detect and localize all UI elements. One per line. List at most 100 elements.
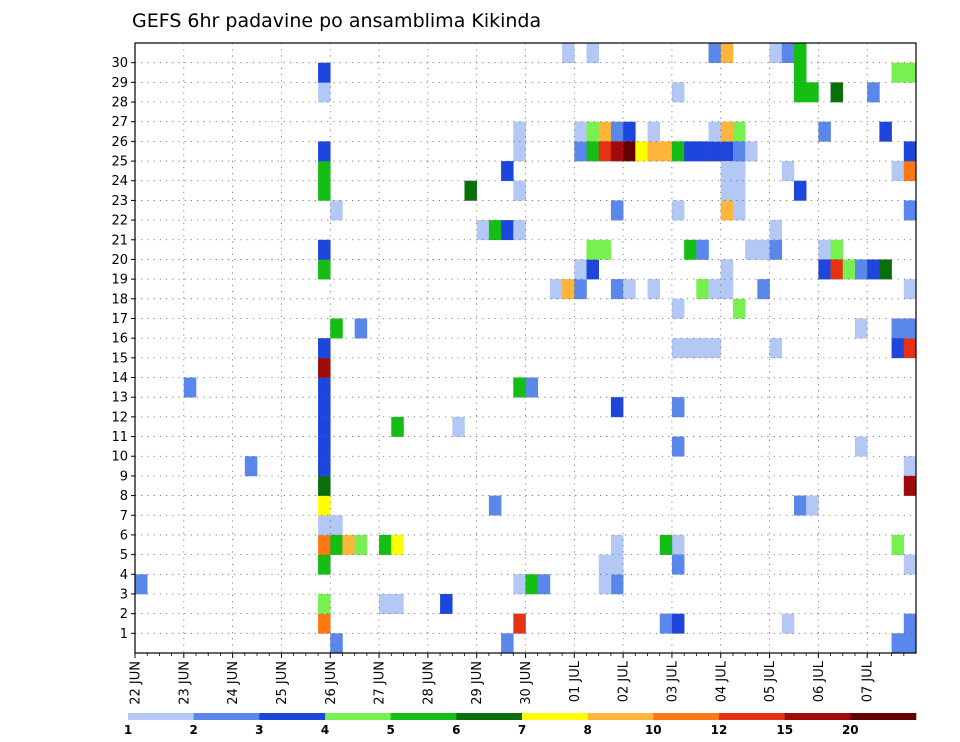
y-tick-label: 1	[120, 627, 128, 642]
precip-cell	[391, 534, 404, 555]
y-tick-label: 8	[120, 489, 128, 504]
precip-cell	[684, 338, 697, 359]
precip-cell	[586, 259, 600, 280]
precip-cell	[806, 82, 819, 103]
precip-cell	[598, 121, 612, 142]
precip-cell	[671, 613, 685, 634]
precip-cell	[769, 220, 783, 241]
colorbar-label: 8	[584, 723, 592, 737]
colorbar-label: 4	[321, 723, 329, 737]
precip-cell	[879, 121, 892, 142]
precip-cell	[513, 121, 526, 142]
precip-cell	[903, 62, 917, 83]
colorbar-label: 6	[452, 723, 460, 737]
precip-cell	[598, 141, 612, 162]
precip-cell	[793, 62, 807, 83]
precip-cell	[806, 495, 819, 516]
precip-cell	[318, 495, 331, 516]
precip-cell	[379, 534, 392, 555]
precip-cell	[647, 121, 661, 142]
precip-cell	[537, 574, 551, 595]
colorbar-swatch	[850, 713, 917, 720]
precip-cell	[318, 82, 331, 103]
precip-cell	[513, 220, 526, 241]
precip-cell	[598, 554, 612, 575]
precip-cell	[757, 279, 770, 300]
precip-cell	[525, 574, 538, 595]
y-tick-label: 29	[111, 76, 128, 91]
precip-cell	[318, 338, 331, 359]
colorbar-swatch	[259, 713, 326, 720]
y-tick-label: 13	[111, 391, 128, 406]
colorbar-label: 3	[255, 723, 263, 737]
precip-cell	[318, 239, 331, 260]
precip-cell	[867, 259, 880, 280]
precip-cell	[318, 161, 331, 182]
precip-cell	[903, 633, 917, 654]
precip-cell	[757, 239, 770, 260]
y-tick-label: 26	[111, 135, 128, 150]
precip-cell	[464, 180, 477, 201]
precip-cell	[501, 633, 514, 654]
y-axis: 1234567891011121314151617181920212223242…	[111, 56, 135, 642]
precip-cell	[671, 298, 685, 319]
x-tick-label: 26 JUN	[324, 661, 339, 705]
colorbar-label: 12	[711, 723, 728, 737]
precip-cell	[830, 82, 844, 103]
precip-cell	[830, 259, 844, 280]
precip-cell	[342, 534, 355, 555]
precip-cell	[903, 554, 917, 575]
precip-cell	[903, 161, 917, 182]
precip-cell	[720, 141, 734, 162]
precip-cell	[610, 534, 624, 555]
precip-cell	[501, 161, 514, 182]
precip-cell	[330, 515, 343, 536]
precip-cell	[793, 495, 807, 516]
x-tick-label: 25 JUN	[275, 661, 290, 705]
precip-cell	[708, 338, 722, 359]
precip-cell	[610, 279, 624, 300]
colorbar-swatch	[784, 713, 851, 720]
precip-cell	[549, 279, 563, 300]
colorbar-label: 1	[124, 723, 132, 737]
x-tick-label: 05 JUL	[763, 660, 778, 702]
grid-layer	[135, 43, 916, 653]
precip-cell	[598, 239, 612, 260]
precip-cell	[452, 416, 465, 437]
precip-cell	[891, 318, 905, 339]
precip-cell	[867, 82, 880, 103]
precip-cell	[513, 613, 526, 634]
precip-cell	[330, 200, 343, 221]
precip-cell	[318, 357, 331, 378]
precip-cell	[818, 259, 831, 280]
precip-cell	[574, 279, 587, 300]
precip-cell	[720, 200, 734, 221]
precip-cell	[586, 121, 600, 142]
precip-cell	[781, 161, 795, 182]
y-tick-label: 5	[120, 548, 128, 563]
y-tick-label: 21	[111, 233, 128, 248]
y-tick-label: 15	[111, 351, 128, 366]
colorbar-label: 5	[387, 723, 395, 737]
y-tick-label: 9	[120, 469, 128, 484]
precip-cell	[501, 220, 514, 241]
y-tick-label: 11	[111, 430, 128, 445]
x-tick-label: 06 JUL	[812, 660, 827, 702]
precip-cell	[318, 534, 331, 555]
x-tick-label: 28 JUN	[421, 661, 436, 705]
precip-cell	[647, 279, 661, 300]
precip-cell	[696, 279, 709, 300]
precip-cell	[318, 377, 331, 398]
y-tick-label: 18	[111, 292, 128, 307]
precip-cell	[708, 141, 722, 162]
precip-cell	[659, 141, 673, 162]
y-tick-label: 14	[111, 371, 128, 386]
precip-cell	[354, 318, 368, 339]
x-tick-label: 30 JUN	[519, 661, 534, 705]
precip-cell	[671, 200, 685, 221]
precip-cell	[318, 141, 331, 162]
precip-cell	[732, 121, 746, 142]
colorbar-label: 2	[190, 723, 198, 737]
precip-cell	[708, 121, 722, 142]
precip-cell	[318, 456, 331, 477]
